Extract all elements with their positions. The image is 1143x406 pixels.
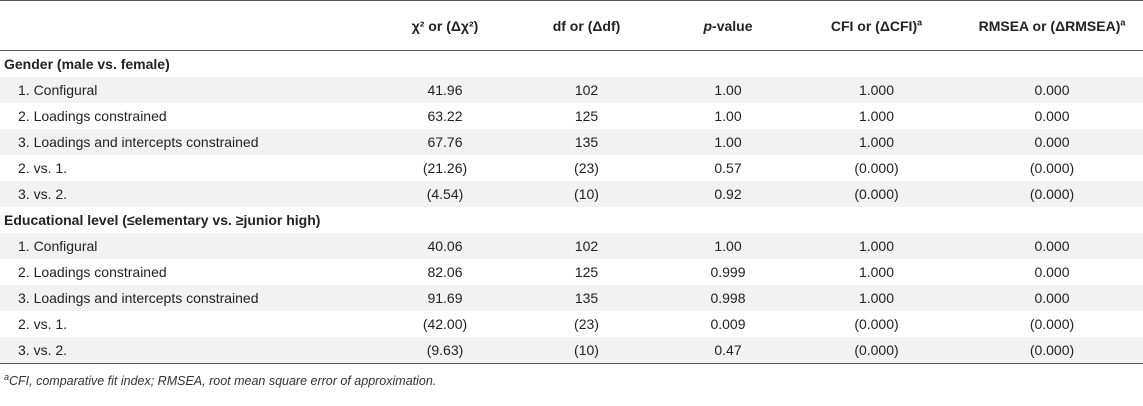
rmsea-cell: (0.000) xyxy=(1029,186,1075,202)
rmsea-cell: 0.000 xyxy=(1034,134,1070,150)
p-value-cell: 1.00 xyxy=(714,108,742,124)
row-label-cell: 2. Loadings constrained xyxy=(18,108,167,124)
df-cell: 135 xyxy=(574,290,599,306)
df-cell: 102 xyxy=(574,238,599,254)
chi-square-cell: (21.26) xyxy=(422,160,468,176)
df-cell: (23) xyxy=(574,160,599,176)
row-label-cell: 3. vs. 2. xyxy=(18,186,68,202)
p-value-cell: 0.998 xyxy=(710,290,746,306)
header-cfi-footnote-mark: a xyxy=(917,16,923,27)
chi-square-cell: (4.54) xyxy=(426,186,464,202)
header-cfi-label: CFI or (ΔCFI) xyxy=(830,17,918,34)
row-label-cell: 2. vs. 1. xyxy=(18,160,68,176)
cfi-cell: 1.000 xyxy=(858,134,895,150)
header-df: df or (Δdf) xyxy=(552,17,621,34)
df-cell: 125 xyxy=(574,108,599,124)
rmsea-cell: (0.000) xyxy=(1029,316,1075,332)
table-row: 2. Loadings constrained 82.06 125 0.999 1.00… xyxy=(0,259,1143,285)
table-row: 2. Loadings constrained 63.22 125 1.00 1.000… xyxy=(0,103,1143,129)
cfi-cell: (0.000) xyxy=(854,342,899,358)
group-header-row: Gender (male vs. female) xyxy=(0,51,1143,77)
cfi-cell: (0.000) xyxy=(854,160,899,176)
table-row: 3. Loadings and intercepts constrained 67… xyxy=(0,129,1143,155)
table-row: 2. vs. 1. (42.00) (23) 0.009 (0.000) (0.000) xyxy=(0,311,1143,337)
table-row: 1. Configural 41.96 102 1.00 1.000 0.000 xyxy=(0,77,1143,103)
group-title: Gender (male vs. female) xyxy=(4,56,170,72)
cfi-cell: 1.000 xyxy=(858,108,895,124)
row-label-cell: 3. vs. 2. xyxy=(18,342,68,358)
chi-square-cell: 63.22 xyxy=(427,108,463,124)
p-value-cell: 1.00 xyxy=(714,134,742,150)
df-cell: 135 xyxy=(574,134,599,150)
group-title: Educational level (≤elementary vs. ≥juni… xyxy=(4,212,321,228)
rmsea-cell: 0.000 xyxy=(1034,82,1070,98)
df-cell: (10) xyxy=(574,186,599,202)
row-label-cell: 2. Loadings constrained xyxy=(18,264,167,280)
chi-square-cell: (42.00) xyxy=(422,316,468,332)
table-row: 1. Configural 40.06 102 1.00 1.000 0.000 xyxy=(0,233,1143,259)
chi-square-cell: 41.96 xyxy=(427,82,463,98)
df-cell: (23) xyxy=(574,316,599,332)
rmsea-cell: 0.000 xyxy=(1034,108,1070,124)
cfi-cell: 1.000 xyxy=(858,290,895,306)
cfi-cell: 1.000 xyxy=(858,238,895,254)
chi-square-cell: 40.06 xyxy=(427,238,463,254)
cfi-cell: (0.000) xyxy=(854,316,899,332)
table-row: 3. vs. 2. (4.54) (10) 0.92 (0.000) (0.000) xyxy=(0,181,1143,207)
group-header-row: Educational level (≤elementary vs. ≥juni… xyxy=(0,207,1143,233)
footnote-mark: a xyxy=(4,371,10,382)
p-value-cell: 0.999 xyxy=(710,264,746,280)
header-rmsea-label: RMSEA or (ΔRMSEA) xyxy=(978,17,1121,34)
rmsea-cell: 0.000 xyxy=(1034,264,1070,280)
row-label-cell: 2. vs. 1. xyxy=(18,316,68,332)
chi-square-cell: 82.06 xyxy=(427,264,463,280)
df-cell: (10) xyxy=(574,342,599,358)
table-row: 2. vs. 1. (21.26) (23) 0.57 (0.000) (0.000) xyxy=(0,155,1143,181)
results-table: χ² or (Δχ²) df or (Δdf) p-value CFI or (… xyxy=(0,0,1143,388)
chi-square-cell: 67.76 xyxy=(427,134,463,150)
p-value-cell: 0.57 xyxy=(714,160,742,176)
header-rule xyxy=(0,50,1143,51)
p-value-cell: 0.47 xyxy=(714,342,742,358)
rmsea-cell: 0.000 xyxy=(1034,290,1070,306)
header-rmsea-footnote-mark: a xyxy=(1120,16,1126,27)
table-header-row: χ² or (Δχ²) df or (Δdf) p-value CFI or (… xyxy=(0,1,1143,50)
row-label-cell: 1. Configural xyxy=(18,82,98,98)
rmsea-cell: (0.000) xyxy=(1029,160,1075,176)
row-label-cell: 1. Configural xyxy=(18,238,98,254)
cfi-cell: (0.000) xyxy=(854,186,899,202)
top-rule xyxy=(0,0,1143,1)
header-chi-square: χ² or (Δχ²) xyxy=(411,17,479,34)
table-footnote: aCFI, comparative fit index; RMSEA, root… xyxy=(0,371,1143,388)
cfi-cell: 1.000 xyxy=(858,264,895,280)
table-row: 3. Loadings and intercepts constrained 91… xyxy=(0,285,1143,311)
table-body: Gender (male vs. female) 1. Configural 41.… xyxy=(0,51,1143,363)
table-row: 3. vs. 2. (9.63) (10) 0.47 (0.000) (0.000) xyxy=(0,337,1143,363)
header-rmsea: RMSEA or (ΔRMSEA)a xyxy=(961,16,1143,34)
df-cell: 102 xyxy=(574,82,599,98)
row-label-cell: 3. Loadings and intercepts constrained xyxy=(18,290,259,306)
rmsea-cell: (0.000) xyxy=(1029,342,1075,358)
header-p-letter: p xyxy=(703,17,713,34)
p-value-cell: 1.00 xyxy=(714,82,742,98)
p-value-cell: 0.009 xyxy=(710,316,746,332)
chi-square-cell: 91.69 xyxy=(427,290,463,306)
header-cfi: CFI or (ΔCFI)a xyxy=(792,16,961,34)
footnote-text: CFI, comparative fit index; RMSEA, root … xyxy=(9,374,437,388)
chi-square-cell: (9.63) xyxy=(426,342,464,358)
p-value-cell: 1.00 xyxy=(714,238,742,254)
header-p-value: p-value xyxy=(664,18,792,34)
p-value-cell: 0.92 xyxy=(714,186,742,202)
header-p-suffix: -value xyxy=(712,17,753,34)
bottom-rule xyxy=(0,363,1143,364)
df-cell: 125 xyxy=(574,264,599,280)
cfi-cell: 1.000 xyxy=(858,82,895,98)
rmsea-cell: 0.000 xyxy=(1034,238,1070,254)
row-label-cell: 3. Loadings and intercepts constrained xyxy=(18,134,259,150)
